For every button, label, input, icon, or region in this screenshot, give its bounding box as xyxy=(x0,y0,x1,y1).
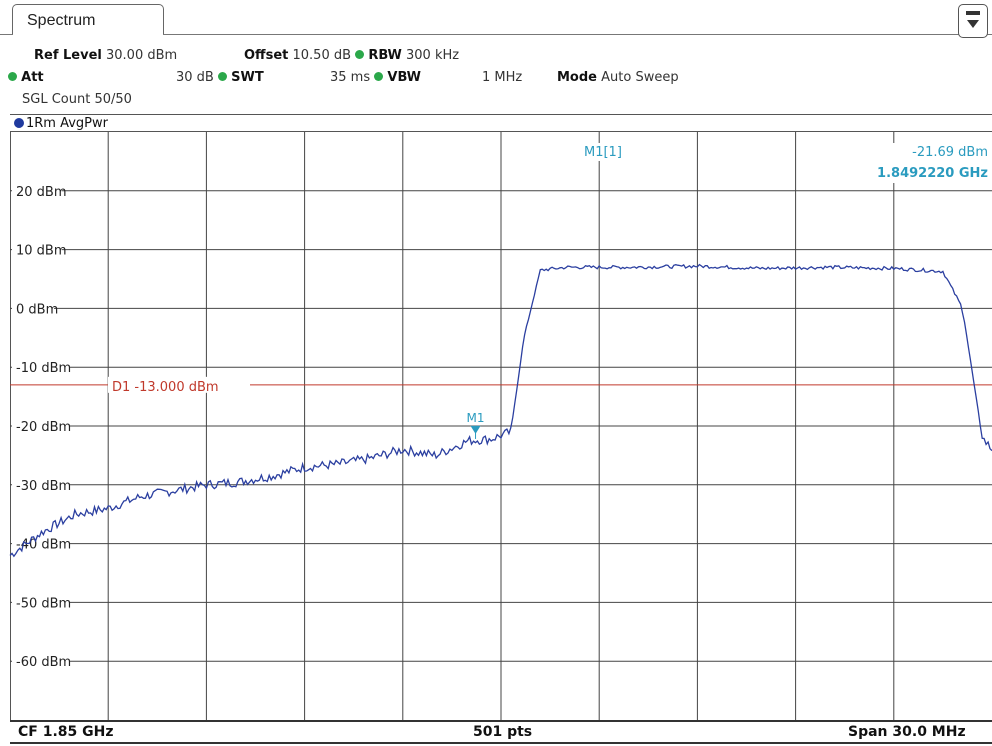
y-tick-label-bg xyxy=(12,593,70,610)
rbw-status-dot xyxy=(355,50,365,59)
offset-label: Offset xyxy=(244,48,289,63)
y-tick-label-bg xyxy=(12,534,70,551)
display-line-label-bg xyxy=(108,376,250,393)
mode-setting: Mode Auto Sweep xyxy=(557,70,679,85)
att-value-group: 30 dB SWT xyxy=(176,70,264,85)
trace-indicator-icon xyxy=(14,118,24,128)
y-tick-label-bg xyxy=(12,181,62,198)
vbw-status-dot xyxy=(374,72,384,81)
y-tick-label: 10 dBm xyxy=(16,244,67,259)
marker-triangle-icon xyxy=(470,425,481,434)
att-label: Att xyxy=(21,70,44,85)
y-tick-label: -10 dBm xyxy=(16,361,71,376)
y-tick-label-bg xyxy=(12,240,62,257)
tab-baseline xyxy=(0,34,992,35)
tab-spectrum[interactable]: Spectrum xyxy=(12,4,164,34)
offset-setting: Offset 10.50 dB RBW 300 kHz xyxy=(244,48,459,63)
vbw-value-group: 1 MHz xyxy=(482,70,522,85)
plot-grid xyxy=(10,132,992,720)
y-tick-label: -50 dBm xyxy=(16,596,71,611)
y-tick-label-bg xyxy=(12,417,70,433)
tab-divider-cover xyxy=(13,33,163,36)
center-frequency: CF 1.85 GHz xyxy=(18,724,114,740)
marker-name-bg xyxy=(580,143,640,161)
y-tick-label: 0 dBm xyxy=(16,302,58,317)
vbw-value: 1 MHz xyxy=(482,70,523,85)
y-tick-label: -60 dBm xyxy=(16,655,71,670)
menu-bar-glyph xyxy=(966,11,980,15)
att-status-dot xyxy=(8,72,17,81)
att-value: 30 dB xyxy=(176,70,214,85)
att-setting: Att xyxy=(8,70,44,85)
mode-value: Auto Sweep xyxy=(601,70,679,85)
y-tick-label-bg xyxy=(12,358,70,375)
menu-arrow-glyph xyxy=(967,20,979,28)
sweep-points: 501 pts xyxy=(473,724,533,740)
y-tick-label: -40 dBm xyxy=(16,538,71,553)
y-tick-labels: 20 dBm 10 dBm 0 dBm -10 dBm -20 dBm -30 dBm -4… xyxy=(12,181,71,670)
offset-value: 10.50 dB xyxy=(292,48,352,63)
swt-label: SWT xyxy=(231,70,264,85)
tab-spectrum-label: Spectrum xyxy=(27,12,96,29)
y-tick-label-bg xyxy=(12,475,70,492)
display-line-label: D1 -13.000 dBm xyxy=(112,380,219,395)
marker-readout-name: M1[1] xyxy=(584,145,622,160)
marker-tag: M1 xyxy=(467,411,485,425)
marker-readout-level: -21.69 dBm xyxy=(912,145,988,160)
marker-readout-bg xyxy=(856,143,992,183)
y-tick-label-bg xyxy=(12,652,70,669)
rbw-label: RBW xyxy=(368,48,402,63)
trace-info-bar: 1Rm AvgPwr xyxy=(10,114,992,132)
trace-label: 1Rm AvgPwr xyxy=(26,116,108,131)
swt-value-group: 35 ms VBW xyxy=(330,70,421,85)
trace-line xyxy=(9,263,992,558)
frequency-span: Span 30.0 MHz xyxy=(848,724,966,740)
status-footer: CF 1.85 GHz 501 pts Span 30.0 MHz xyxy=(10,720,992,744)
mode-label: Mode xyxy=(557,70,597,85)
vbw-label: VBW xyxy=(387,70,422,85)
y-tick-label: -20 dBm xyxy=(16,420,71,435)
ref-level-value: 30.00 dBm xyxy=(106,48,178,63)
sgl-count-text: SGL Count 50/50 xyxy=(22,92,132,107)
swt-value: 35 ms xyxy=(330,70,371,85)
swt-status-dot xyxy=(218,72,227,81)
display-line-d1 xyxy=(10,376,992,393)
ref-level-label: Ref Level xyxy=(34,48,102,63)
y-tick-label-bg xyxy=(12,299,54,316)
ref-level-setting: Ref Level 30.00 dBm xyxy=(34,48,177,63)
rbw-value: 300 kHz xyxy=(406,48,460,63)
y-tick-label: 20 dBm xyxy=(16,185,67,200)
marker-m1[interactable]: M1 xyxy=(467,411,485,439)
y-tick-label: -30 dBm xyxy=(16,479,71,494)
sgl-count: SGL Count 50/50 xyxy=(22,92,132,107)
marker-readout-frequency: 1.8492220 GHz xyxy=(877,166,988,181)
window-menu-icon[interactable] xyxy=(958,4,988,38)
